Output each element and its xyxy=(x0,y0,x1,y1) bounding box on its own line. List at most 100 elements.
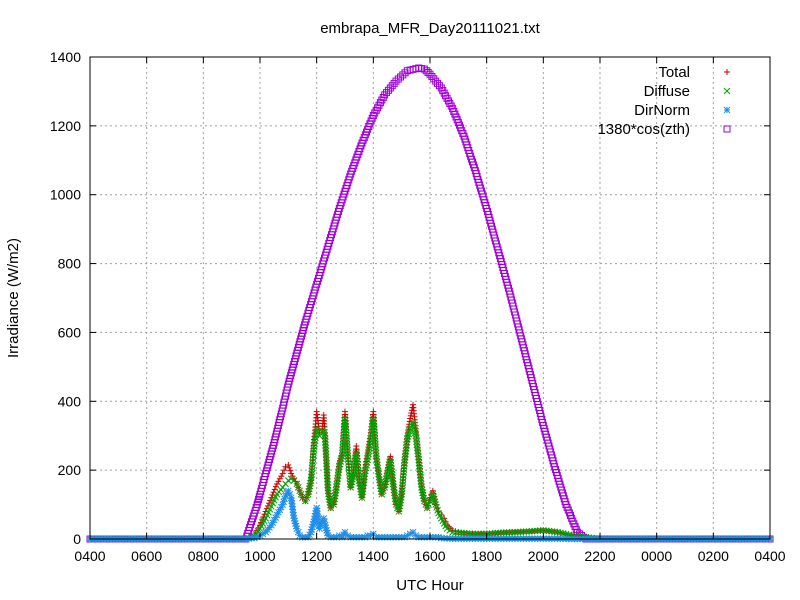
data-point xyxy=(477,530,485,538)
data-point xyxy=(425,501,432,508)
data-point xyxy=(379,487,387,495)
data-point xyxy=(370,426,378,434)
legend-label: Diffuse xyxy=(644,83,690,100)
data-point xyxy=(343,441,351,449)
y-tick-label: 1400 xyxy=(50,49,81,65)
data-point xyxy=(520,528,527,536)
data-point xyxy=(537,527,544,534)
data-point xyxy=(508,528,516,536)
legend-marker xyxy=(724,69,730,75)
data-point xyxy=(370,423,378,431)
data-point xyxy=(270,489,277,496)
legend-label: 1380*cos(zth) xyxy=(597,121,690,138)
data-point xyxy=(407,412,414,419)
x-tick-label: 1000 xyxy=(244,548,275,564)
data-point xyxy=(503,529,510,536)
data-point xyxy=(342,429,350,437)
data-point xyxy=(324,481,332,489)
x-axis-label: UTC Hour xyxy=(396,577,464,594)
data-point xyxy=(341,418,349,425)
data-point xyxy=(369,415,377,422)
data-point xyxy=(488,530,496,537)
data-point xyxy=(266,500,273,507)
y-tick-label: 200 xyxy=(58,462,82,478)
data-point xyxy=(454,529,462,537)
data-point xyxy=(339,450,346,457)
x-tick-label: 0800 xyxy=(188,548,219,564)
data-point xyxy=(432,77,440,85)
data-point xyxy=(372,444,379,451)
y-tick-label: 400 xyxy=(58,393,82,409)
data-point xyxy=(494,529,502,537)
data-point xyxy=(378,490,386,498)
data-point xyxy=(422,501,430,508)
data-point xyxy=(514,528,522,536)
data-point xyxy=(511,528,519,536)
legend-marker xyxy=(723,106,731,114)
data-point xyxy=(323,463,331,470)
data-point xyxy=(287,467,294,474)
data-point xyxy=(285,461,292,468)
data-point xyxy=(406,425,414,433)
data-point xyxy=(339,447,346,454)
data-point xyxy=(371,432,378,440)
data-point xyxy=(342,423,350,431)
x-tick-label: 2000 xyxy=(528,548,559,564)
data-point xyxy=(313,425,321,433)
data-point xyxy=(275,478,282,485)
data-point xyxy=(372,447,380,454)
data-point xyxy=(318,428,326,436)
x-tick-label: 1800 xyxy=(471,548,502,564)
data-point xyxy=(449,528,457,536)
y-tick-label: 800 xyxy=(58,256,82,272)
data-point xyxy=(548,528,556,535)
data-point xyxy=(406,428,413,435)
data-point xyxy=(336,460,344,468)
data-point xyxy=(323,460,330,467)
data-point xyxy=(301,497,309,505)
data-point xyxy=(429,490,437,498)
grid xyxy=(90,57,770,539)
data-point xyxy=(531,527,539,535)
data-point xyxy=(469,530,476,538)
data-point xyxy=(322,450,330,458)
data-point xyxy=(338,453,346,460)
data-point xyxy=(399,71,407,79)
data-point xyxy=(466,530,474,537)
data-point xyxy=(289,473,296,480)
data-point xyxy=(497,529,505,537)
data-point xyxy=(284,487,292,495)
data-point xyxy=(522,528,530,535)
data-point xyxy=(342,432,350,440)
data-point xyxy=(322,454,330,461)
data-point xyxy=(338,455,345,463)
data-point xyxy=(281,467,288,474)
data-point xyxy=(276,475,283,482)
data-point xyxy=(323,469,331,476)
data-point xyxy=(480,530,488,538)
data-point xyxy=(337,458,345,465)
y-tick-label: 600 xyxy=(58,324,82,340)
data-point xyxy=(386,84,394,92)
data-point xyxy=(542,527,550,535)
data-point xyxy=(294,528,302,536)
data-point xyxy=(288,470,295,477)
axis-ticks: 0400 0600 0800 1000 1200 1400 1600 1800 2000 2200… xyxy=(50,49,786,564)
data-point xyxy=(279,470,286,477)
data-point xyxy=(457,529,465,537)
data-point xyxy=(551,528,559,536)
x-tick-label: 1600 xyxy=(414,548,445,564)
x-tick-label: 0000 xyxy=(641,548,672,564)
x-tick-label: 1200 xyxy=(301,548,332,564)
y-tick-label: 1200 xyxy=(50,118,81,134)
data-point xyxy=(460,529,468,537)
data-point xyxy=(372,450,380,457)
data-point xyxy=(322,444,330,452)
data-point xyxy=(286,490,294,498)
data-point xyxy=(293,480,301,488)
data-point xyxy=(324,484,332,492)
data-point xyxy=(370,418,377,425)
data-point xyxy=(500,529,508,537)
data-point xyxy=(321,438,329,446)
